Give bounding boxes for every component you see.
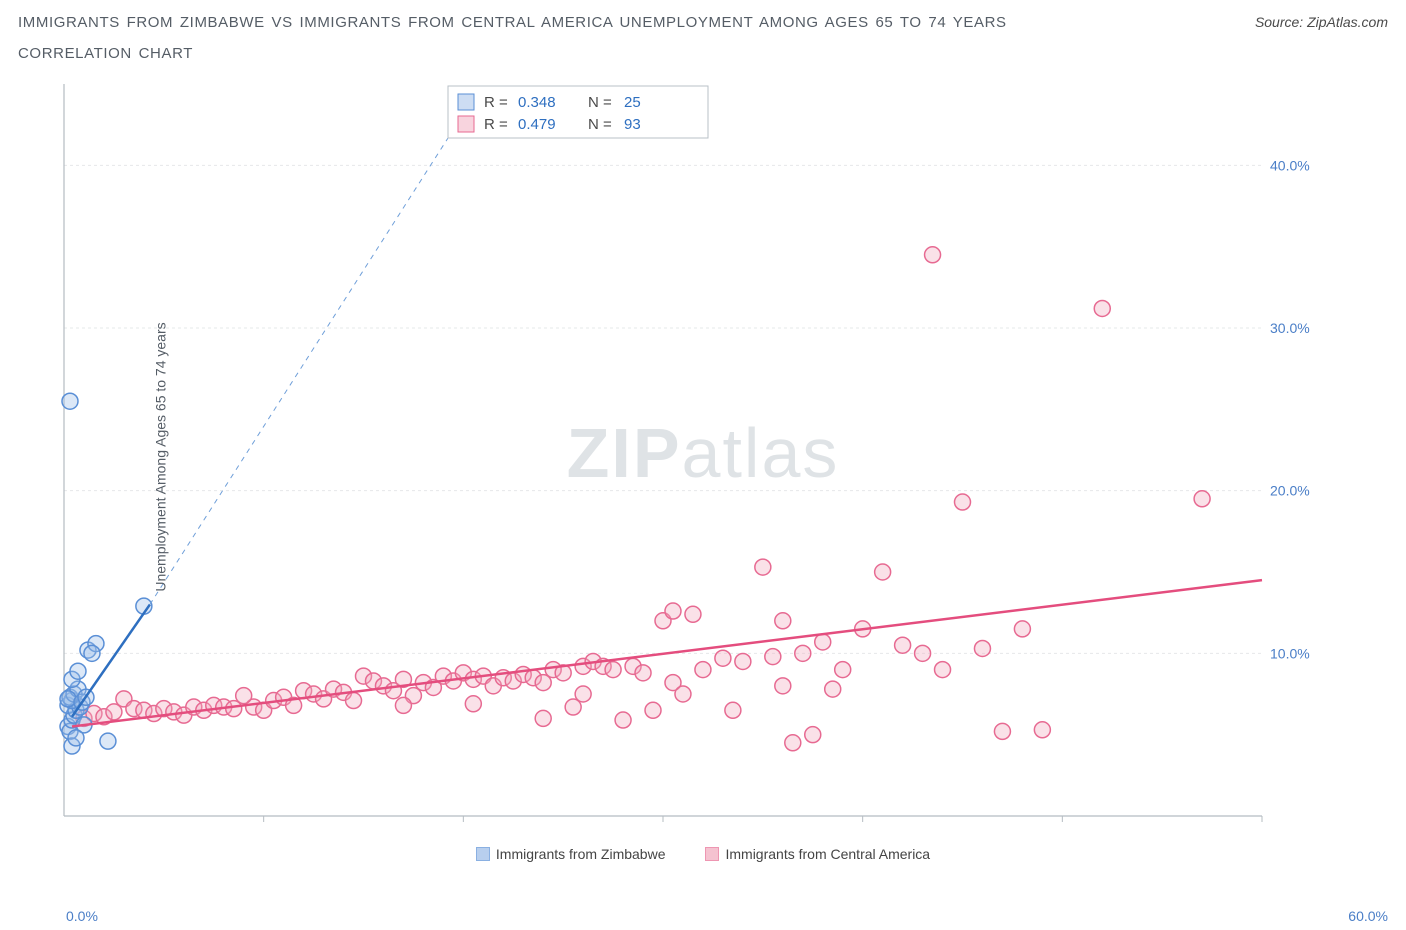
chart-container: Unemployment Among Ages 65 to 74 years Z… bbox=[18, 72, 1388, 842]
svg-text:R =: R = bbox=[484, 94, 508, 111]
svg-text:0.479: 0.479 bbox=[518, 116, 556, 133]
svg-text:25: 25 bbox=[624, 94, 641, 111]
source-label: Source: ZipAtlas.com bbox=[1255, 14, 1388, 30]
svg-text:40.0%: 40.0% bbox=[1270, 157, 1310, 173]
svg-text:30.0%: 30.0% bbox=[1270, 320, 1310, 336]
svg-text:R =: R = bbox=[484, 116, 508, 133]
svg-text:N =: N = bbox=[588, 94, 612, 111]
x-axis-min: 0.0% bbox=[66, 908, 98, 924]
svg-text:93: 93 bbox=[624, 116, 641, 133]
y-axis-label: Unemployment Among Ages 65 to 74 years bbox=[153, 322, 169, 591]
scatter-chart: 10.0% 20.0% 30.0% 40.0% R = 0.348 N = 25 R = 0.47… bbox=[18, 72, 1318, 842]
legend-item-zimbabwe: Immigrants from Zimbabwe bbox=[476, 846, 666, 862]
x-axis-max: 60.0% bbox=[1348, 908, 1388, 924]
chart-title: IMMIGRANTS FROM ZIMBABWE VS IMMIGRANTS F… bbox=[18, 14, 1007, 31]
svg-text:N =: N = bbox=[588, 116, 612, 133]
legend-item-central-america: Immigrants from Central America bbox=[705, 846, 930, 862]
svg-text:10.0%: 10.0% bbox=[1270, 645, 1310, 661]
chart-subtitle: CORRELATION CHART bbox=[18, 45, 1388, 62]
svg-text:0.348: 0.348 bbox=[518, 94, 556, 111]
svg-text:20.0%: 20.0% bbox=[1270, 483, 1310, 499]
legend: Immigrants from Zimbabwe Immigrants from… bbox=[18, 846, 1388, 862]
